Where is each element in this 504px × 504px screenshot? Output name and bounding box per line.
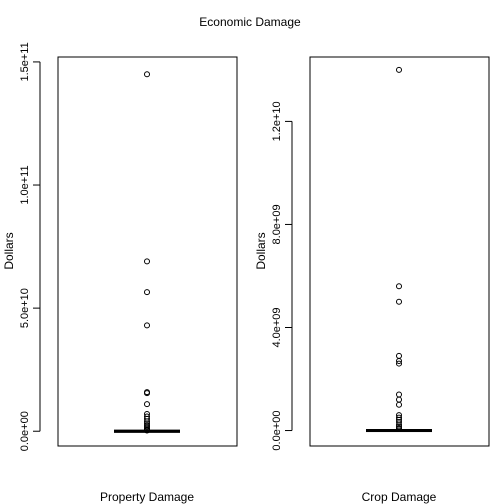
crop-damage-outlier-point bbox=[396, 425, 402, 432]
crop-damage-outlier-point bbox=[396, 401, 402, 408]
property-damage-ylabel: Dollars bbox=[2, 232, 16, 269]
crop-damage-plot-frame bbox=[309, 56, 490, 447]
property-damage-y-tick-label: 1.5e+11 bbox=[19, 42, 31, 81]
main-title: Economic Damage bbox=[199, 15, 301, 29]
crop-damage-outlier-point bbox=[396, 298, 402, 305]
crop-damage-outlier-point bbox=[396, 357, 402, 364]
crop-damage-outlier-point bbox=[396, 396, 402, 403]
property-damage-xlabel: Property Damage bbox=[100, 490, 194, 504]
crop-damage-outlier-point bbox=[396, 66, 402, 73]
property-damage-outlier-point bbox=[144, 71, 150, 78]
property-damage-outlier-point bbox=[144, 390, 150, 397]
crop-damage-outlier-point bbox=[396, 283, 402, 290]
crop-damage-outlier-point bbox=[396, 352, 402, 359]
property-damage-outlier-point bbox=[144, 401, 150, 408]
property-damage-outlier-point bbox=[144, 415, 150, 422]
crop-damage-y-tick-label: 8.0e+09 bbox=[271, 204, 283, 244]
property-damage-y-tick-label: 0.0e+00 bbox=[19, 411, 31, 451]
crop-damage-outlier-point bbox=[396, 414, 402, 421]
crop-damage-outlier-point bbox=[396, 419, 402, 426]
crop-damage-y-tick-label: 4.0e+09 bbox=[271, 307, 283, 347]
crop-damage-y-tick-label: 1.2e+10 bbox=[271, 101, 283, 141]
crop-damage-y-tick-label: 0.0e+00 bbox=[271, 411, 283, 451]
crop-damage-outlier-point bbox=[396, 391, 402, 398]
property-damage-outlier-point bbox=[144, 258, 150, 265]
crop-damage-xlabel: Crop Damage bbox=[362, 490, 437, 504]
crop-damage-panel: 0.0e+00 4.0e+09 8.0e+09 1.2e+10 bbox=[271, 56, 490, 451]
crop-damage-ylabel: Dollars bbox=[254, 232, 268, 269]
property-damage-y-tick-label: 1.0e+11 bbox=[19, 165, 31, 204]
crop-damage-outlier-point bbox=[396, 360, 402, 367]
property-damage-outlier-point bbox=[144, 322, 150, 329]
crop-damage-outlier-point bbox=[396, 421, 402, 428]
property-damage-outlier-point bbox=[144, 427, 150, 434]
property-damage-panel: 0.0e+00 5.0e+10 1.0e+11 1.5e+11 bbox=[19, 42, 238, 451]
property-damage-y-tick-label: 5.0e+10 bbox=[19, 288, 31, 328]
property-damage-plot-frame bbox=[57, 56, 238, 447]
property-damage-outlier-point bbox=[144, 289, 150, 296]
